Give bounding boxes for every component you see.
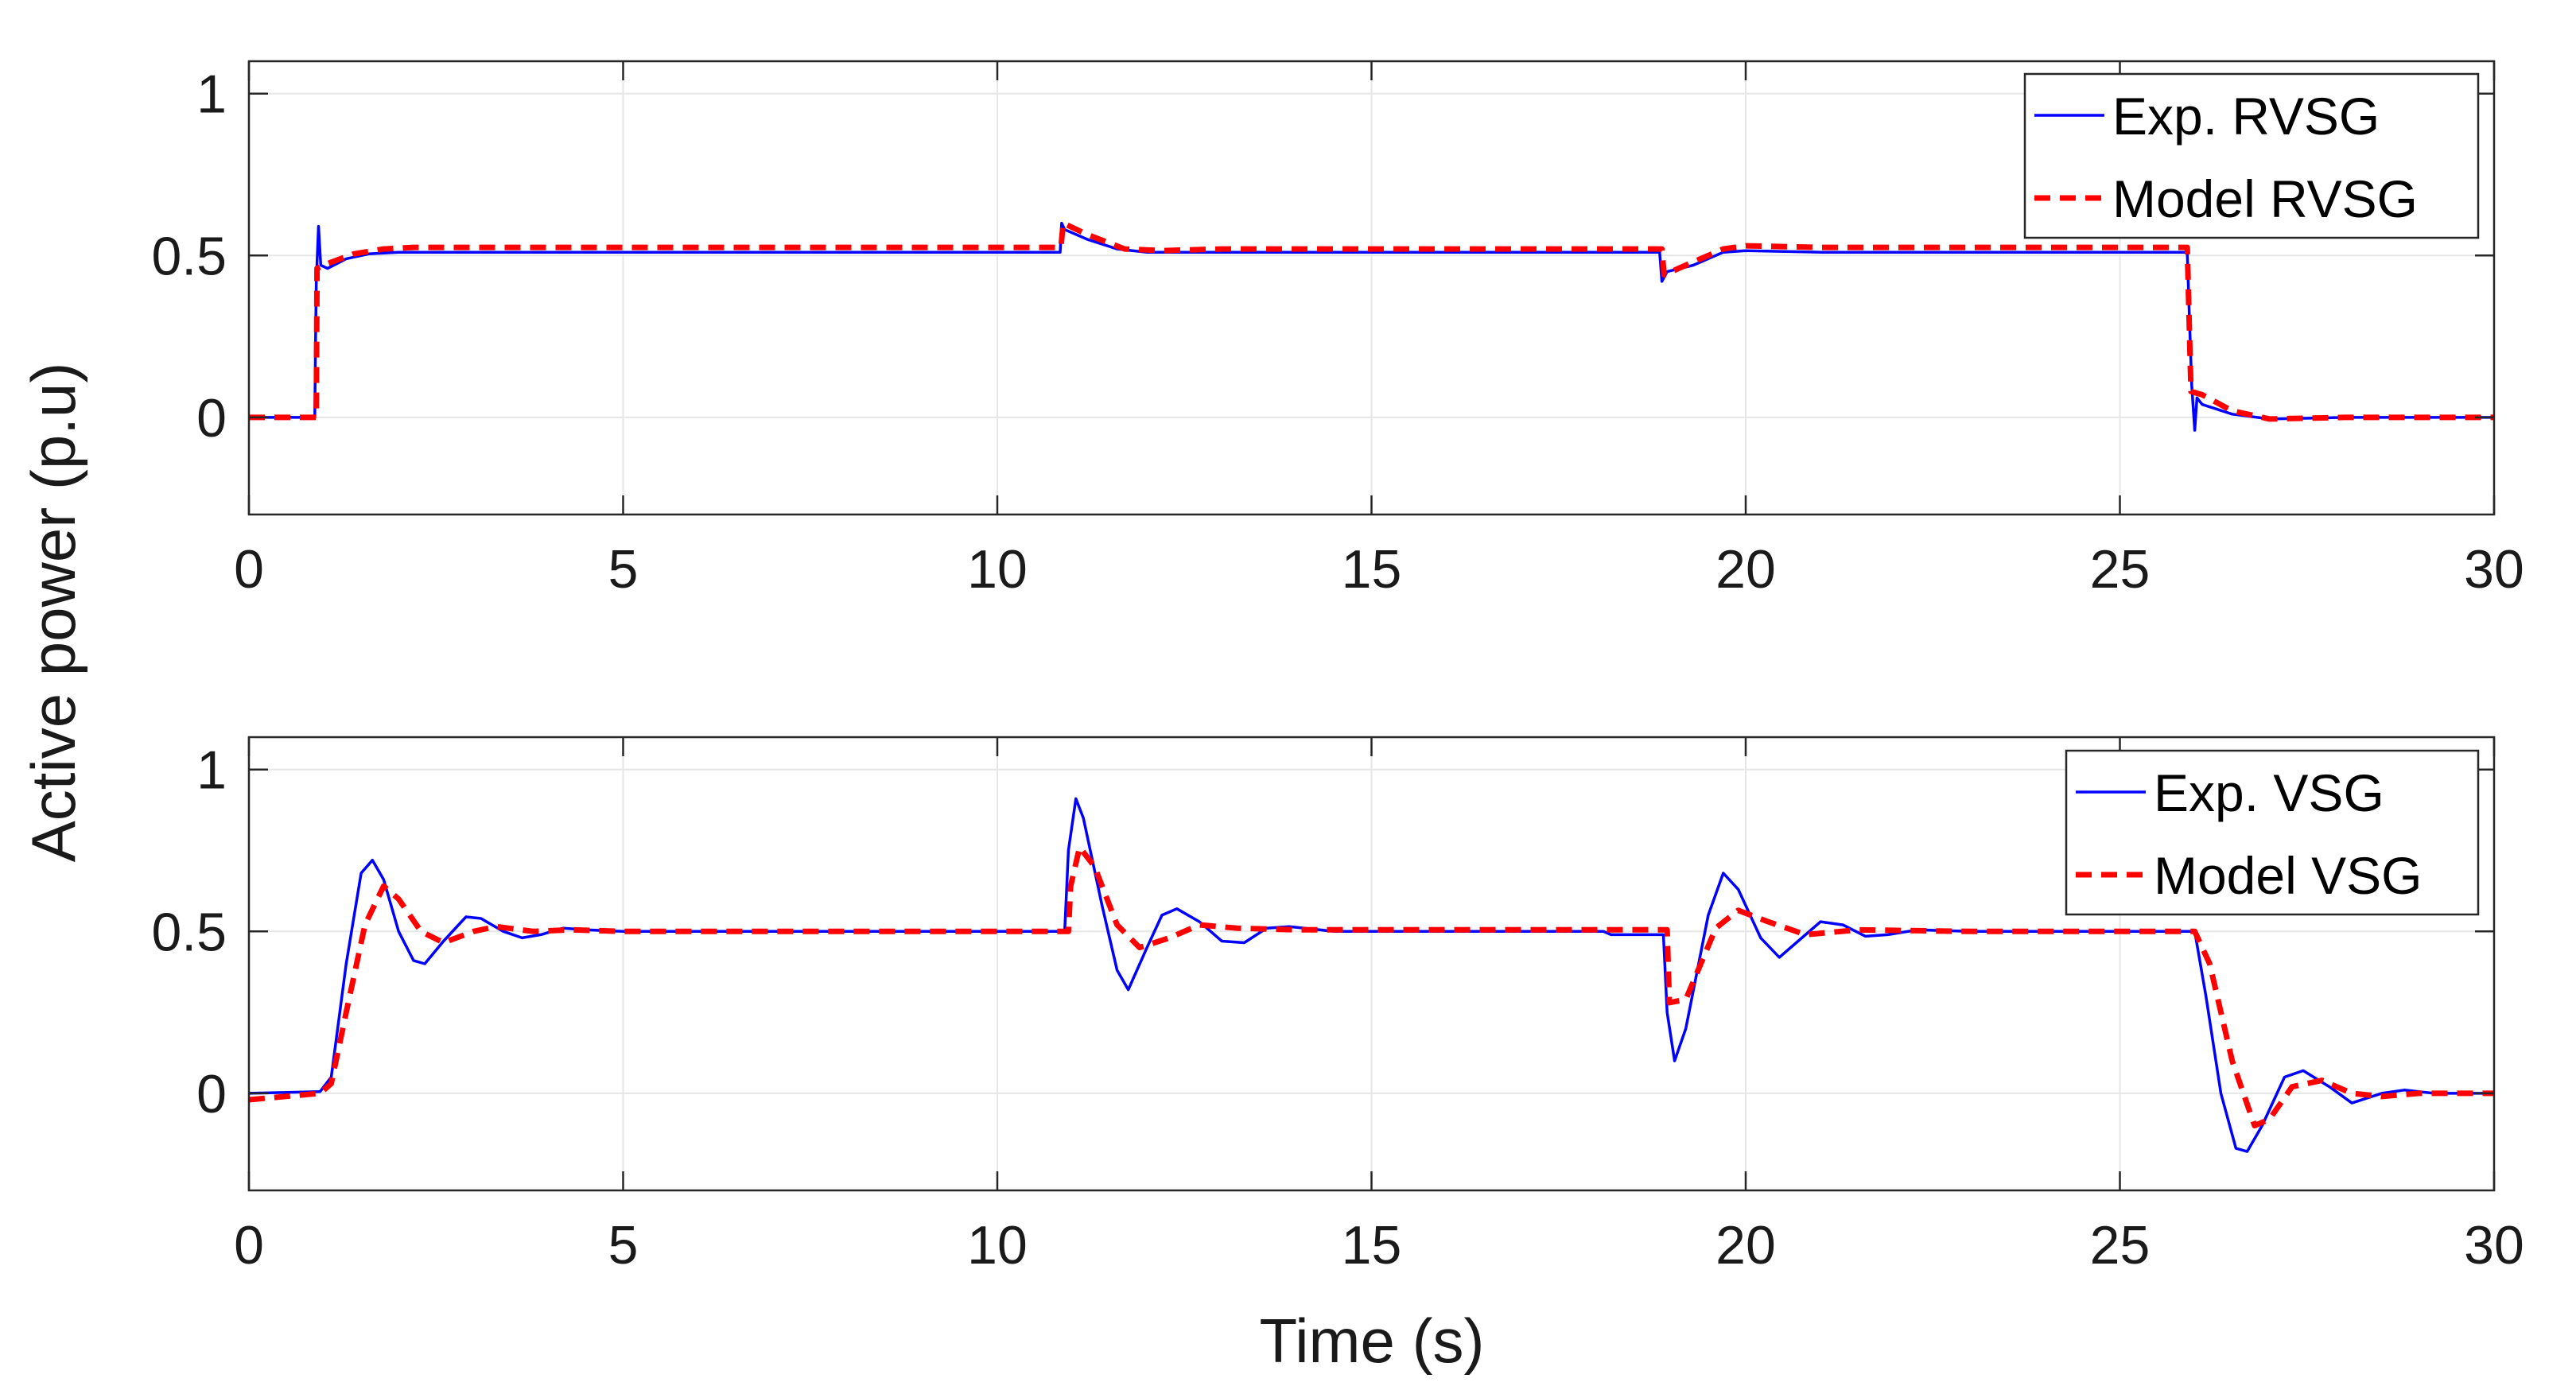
legend-label-exp-rvsg: Exp. RVSG (2112, 87, 2380, 146)
x-tick-label: 10 (967, 1215, 1028, 1275)
x-axis-label: Time (s) (1259, 1306, 1484, 1376)
y-axis-label: Active power (p.u) (18, 363, 88, 863)
bottom-chart-ticks: 0 5 10 15 20 25 30 0 0.5 1 (151, 737, 2524, 1275)
x-tick-label: 20 (1715, 539, 1776, 600)
y-tick-label: 1 (196, 740, 227, 801)
top-chart-panel: 0 5 10 15 20 25 30 0 0.5 1 Exp. RVSG Model RVSG (151, 60, 2524, 600)
bottom-chart-series (249, 797, 2494, 1153)
top-chart-legend: Exp. RVSG Model RVSG (2023, 72, 2480, 239)
x-tick-label: 15 (1342, 1215, 1402, 1275)
top-legend-box (2023, 72, 2480, 239)
legend-label-model-vsg: Model VSG (2154, 846, 2422, 905)
x-tick-label: 20 (1715, 1215, 1776, 1275)
x-tick-label: 5 (608, 1215, 639, 1275)
x-tick-label: 0 (234, 539, 264, 600)
bottom-chart-legend: Exp. VSG Model VSG (2065, 749, 2480, 916)
y-tick-label: 0 (196, 1064, 227, 1124)
x-tick-label: 10 (967, 539, 1028, 600)
legend-label-model-rvsg: Model RVSG (2112, 169, 2418, 228)
top-chart-ticks: 0 5 10 15 20 25 30 0 0.5 1 (151, 61, 2524, 600)
x-tick-label: 25 (2090, 539, 2151, 600)
top-chart-series (249, 220, 2494, 432)
bottom-legend-box (2065, 749, 2480, 916)
y-tick-label: 1 (196, 64, 227, 125)
x-tick-label: 5 (608, 539, 639, 600)
x-tick-label: 25 (2090, 1215, 2151, 1275)
bottom-chart-panel: 0 5 10 15 20 25 30 0 0.5 1 Exp. VSG Model VSG (151, 736, 2524, 1275)
x-tick-label: 15 (1342, 539, 1402, 600)
y-tick-label: 0.5 (151, 226, 227, 286)
x-tick-label: 30 (2464, 1215, 2524, 1275)
x-tick-label: 0 (234, 1215, 264, 1275)
legend-label-exp-vsg: Exp. VSG (2154, 763, 2384, 822)
x-tick-label: 30 (2464, 539, 2524, 600)
y-tick-label: 0.5 (151, 902, 227, 962)
series-line-model (249, 220, 2494, 422)
y-tick-label: 0 (196, 388, 227, 448)
series-line-experiment (249, 797, 2494, 1153)
